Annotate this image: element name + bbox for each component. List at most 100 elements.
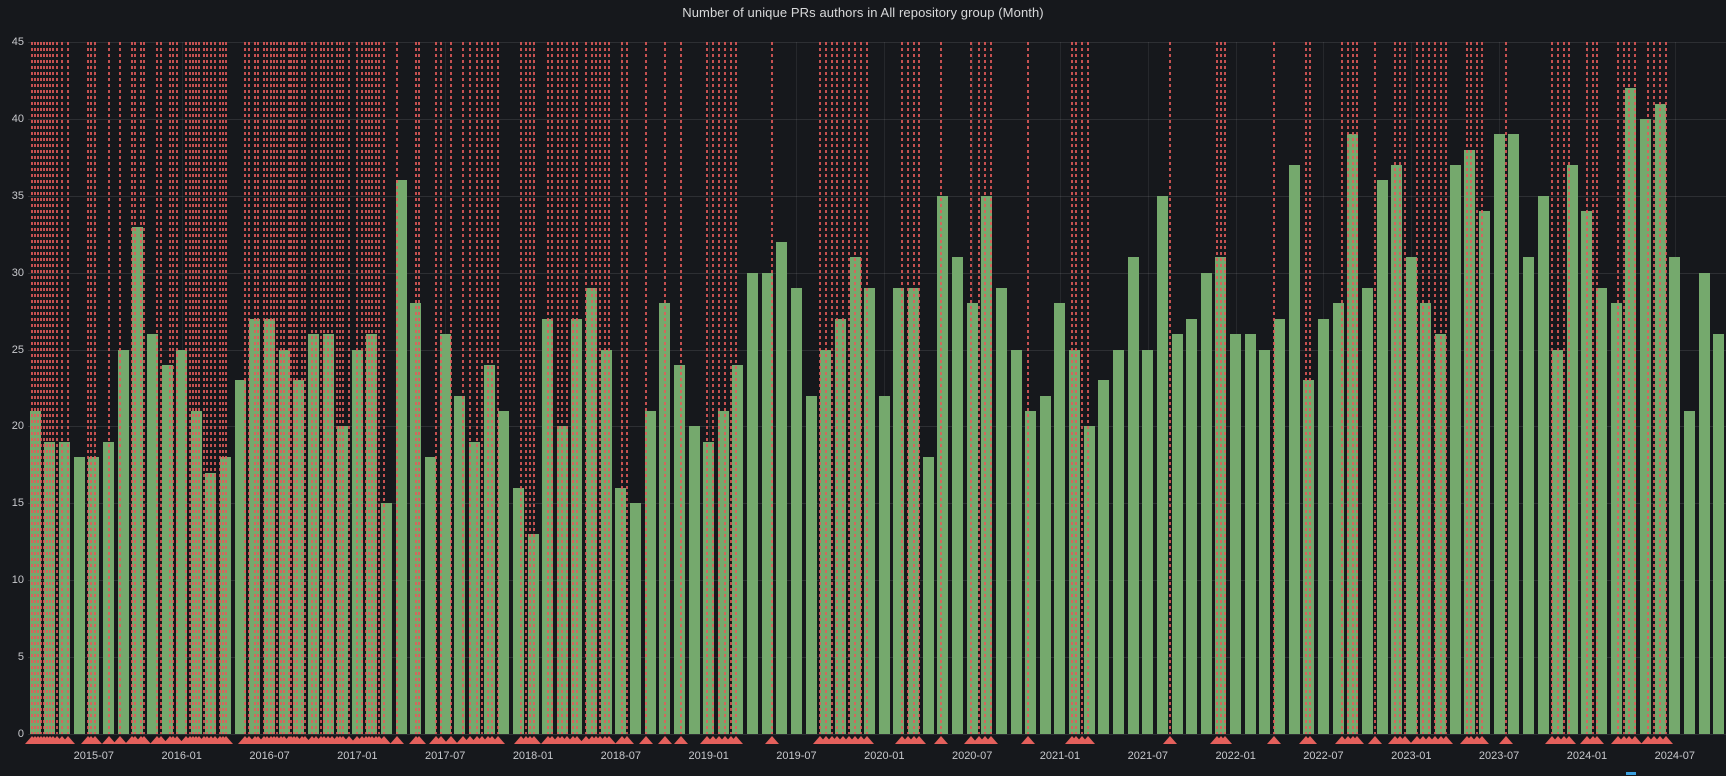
bar[interactable] xyxy=(1464,149,1476,734)
annotation-marker-icon[interactable] xyxy=(619,736,634,744)
bar[interactable] xyxy=(688,426,700,734)
bar[interactable] xyxy=(1537,195,1549,734)
bar[interactable] xyxy=(644,411,656,734)
bar[interactable] xyxy=(864,288,876,734)
annotation-marker-icon[interactable] xyxy=(341,736,356,744)
annotation-marker-icon[interactable] xyxy=(1080,736,1095,744)
bar[interactable] xyxy=(1625,88,1637,734)
bar[interactable] xyxy=(1317,318,1329,734)
bar[interactable] xyxy=(1083,426,1095,734)
bar[interactable] xyxy=(132,226,144,734)
annotation-marker-icon[interactable] xyxy=(1303,736,1318,744)
bar[interactable] xyxy=(1610,303,1622,734)
annotation-marker-icon[interactable] xyxy=(411,736,426,744)
bar[interactable] xyxy=(790,288,802,734)
bar[interactable] xyxy=(995,288,1007,734)
bar[interactable] xyxy=(1230,334,1242,734)
bar[interactable] xyxy=(1669,257,1681,734)
bar[interactable] xyxy=(307,334,319,734)
bar[interactable] xyxy=(468,441,480,734)
annotation-marker-icon[interactable] xyxy=(527,736,542,744)
annotation-marker-icon[interactable] xyxy=(389,736,404,744)
bar[interactable] xyxy=(1098,380,1110,734)
annotation-marker-icon[interactable] xyxy=(1562,736,1577,744)
bar[interactable] xyxy=(1420,303,1432,734)
bar[interactable] xyxy=(1713,334,1725,734)
bar[interactable] xyxy=(1478,211,1490,734)
bar[interactable] xyxy=(1508,134,1520,734)
bar[interactable] xyxy=(1274,318,1286,734)
bar[interactable] xyxy=(1698,272,1710,734)
bar[interactable] xyxy=(732,364,744,734)
bar[interactable] xyxy=(703,441,715,734)
annotation-marker-icon[interactable] xyxy=(1367,736,1382,744)
bar[interactable] xyxy=(615,487,627,734)
bar[interactable] xyxy=(761,272,773,734)
bar[interactable] xyxy=(893,288,905,734)
annotation-marker-icon[interactable] xyxy=(60,736,75,744)
bar[interactable] xyxy=(776,241,788,734)
annotation-marker-icon[interactable] xyxy=(376,736,391,744)
bar[interactable] xyxy=(673,364,685,734)
annotation-marker-icon[interactable] xyxy=(88,736,103,744)
annotation-marker-icon[interactable] xyxy=(490,736,505,744)
annotation-marker-icon[interactable] xyxy=(638,736,653,744)
bar[interactable] xyxy=(176,349,188,734)
bar[interactable] xyxy=(1171,334,1183,734)
bar[interactable] xyxy=(454,395,466,734)
annotation-marker-icon[interactable] xyxy=(729,736,744,744)
bar[interactable] xyxy=(1010,349,1022,734)
bar[interactable] xyxy=(629,503,641,734)
bar[interactable] xyxy=(1596,288,1608,734)
bar[interactable] xyxy=(1361,288,1373,734)
annotation-marker-icon[interactable] xyxy=(1162,736,1177,744)
annotation-marker-icon[interactable] xyxy=(934,736,949,744)
annotation-marker-icon[interactable] xyxy=(912,736,927,744)
bar[interactable] xyxy=(161,364,173,734)
bar[interactable] xyxy=(117,349,129,734)
legend-accent-sliver[interactable] xyxy=(1626,772,1636,775)
bar[interactable] xyxy=(1244,334,1256,734)
annotation-marker-icon[interactable] xyxy=(170,736,185,744)
annotation-marker-icon[interactable] xyxy=(1658,736,1673,744)
bar[interactable] xyxy=(59,441,71,734)
annotation-marker-icon[interactable] xyxy=(963,736,978,744)
bar[interactable] xyxy=(73,457,85,734)
bar[interactable] xyxy=(981,195,993,734)
annotation-marker-icon[interactable] xyxy=(1350,736,1365,744)
annotation-marker-icon[interactable] xyxy=(859,736,874,744)
bar[interactable] xyxy=(878,395,890,734)
annotation-marker-icon[interactable] xyxy=(984,736,999,744)
annotation-marker-icon[interactable] xyxy=(1398,736,1413,744)
bar[interactable] xyxy=(395,180,407,734)
annotation-marker-icon[interactable] xyxy=(154,736,169,744)
bar[interactable] xyxy=(1639,118,1651,734)
bar[interactable] xyxy=(1127,257,1139,734)
annotation-marker-icon[interactable] xyxy=(455,736,470,744)
panel-title[interactable]: Number of unique PRs authors in All repo… xyxy=(682,5,1044,20)
bar[interactable] xyxy=(1259,349,1271,734)
bar[interactable] xyxy=(966,303,978,734)
bar[interactable] xyxy=(834,318,846,734)
bar[interactable] xyxy=(234,380,246,734)
annotation-marker-icon[interactable] xyxy=(218,736,233,744)
bar[interactable] xyxy=(937,195,949,734)
bar[interactable] xyxy=(1288,165,1300,734)
annotation-marker-icon[interactable] xyxy=(1020,736,1035,744)
bar[interactable] xyxy=(88,457,100,734)
bar[interactable] xyxy=(1683,411,1695,734)
bar[interactable] xyxy=(1391,165,1403,734)
bar[interactable] xyxy=(425,457,437,734)
bar[interactable] xyxy=(1405,257,1417,734)
annotation-marker-icon[interactable] xyxy=(602,736,617,744)
bar[interactable] xyxy=(922,457,934,734)
bar[interactable] xyxy=(1142,349,1154,734)
bar[interactable] xyxy=(1186,318,1198,734)
bar[interactable] xyxy=(747,272,759,734)
bar[interactable] xyxy=(498,411,510,734)
annotation-marker-icon[interactable] xyxy=(1590,736,1605,744)
bar[interactable] xyxy=(264,318,276,734)
bar[interactable] xyxy=(805,395,817,734)
bar[interactable] xyxy=(439,334,451,734)
annotation-marker-icon[interactable] xyxy=(463,736,478,744)
